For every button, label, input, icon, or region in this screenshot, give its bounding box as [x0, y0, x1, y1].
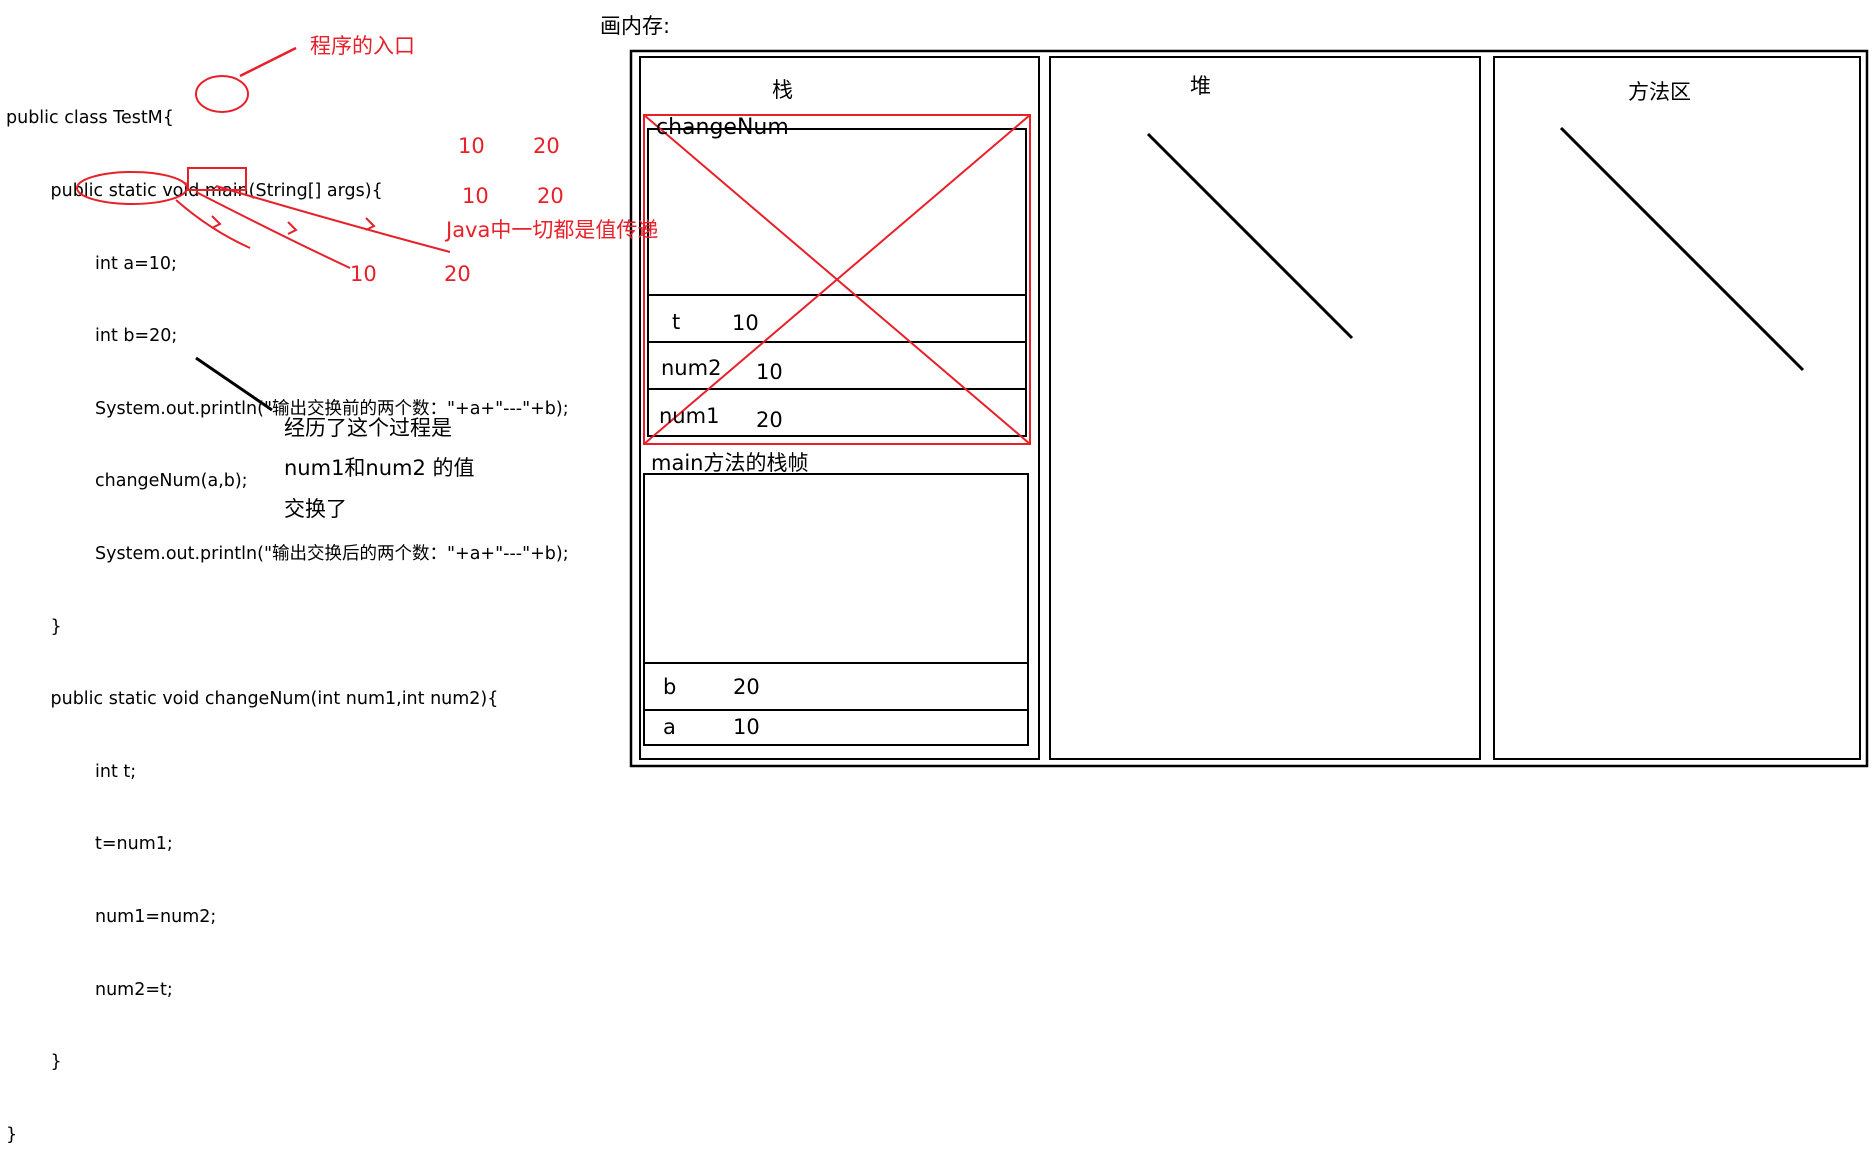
flow-arrow-1 [175, 199, 251, 249]
entry-pointer-line [239, 46, 297, 78]
swap-note-line: 交换了 [284, 497, 347, 521]
code-line: int b=20; [6, 326, 178, 347]
swap-note-line: 经历了这个过程是 [284, 416, 452, 440]
entry-label: 程序的入口 [310, 34, 415, 58]
diagram-canvas [76, 46, 1869, 768]
arrow-tick-3 [365, 217, 376, 231]
variable-name: t [672, 310, 681, 334]
value-label: 20 [444, 262, 471, 286]
code-line: System.out.println("输出交换后的两个数："+a+"---"+… [6, 543, 569, 564]
variable-name: num1 [659, 404, 720, 428]
method-area-region [1493, 56, 1861, 760]
changenum-row-t [647, 294, 1027, 343]
value-pass-label: Java中一切都是值传递 [446, 218, 659, 242]
variable-value: 10 [733, 715, 760, 739]
changenum-frame-box [647, 128, 1027, 296]
code-line: } [6, 1124, 18, 1145]
code-line: num2=t; [6, 979, 173, 1000]
code-line: } [6, 616, 62, 637]
changenum-popped-cross-b [643, 114, 1031, 445]
code-line: System.out.println("输出交换前的两个数："+a+"---"+… [6, 398, 569, 419]
arrow-tick-1 [211, 215, 222, 229]
memory-title: 画内存: [600, 14, 671, 38]
method-area-empty-stroke [1559, 126, 1805, 372]
swap-note-line: num1和num2 的值 [284, 456, 475, 480]
heap-empty-stroke [1146, 132, 1354, 340]
changenum-call-circle [76, 171, 188, 205]
main-frame-label: main方法的栈帧 [651, 451, 809, 475]
code-line: changeNum(a,b); [6, 471, 248, 492]
heap-region [1049, 56, 1481, 760]
value-label: 20 [537, 184, 564, 208]
arrow-tick-2 [287, 221, 298, 235]
method-area-label: 方法区 [1628, 80, 1691, 104]
code-line: t=num1; [6, 834, 173, 855]
code-line: public class TestM{ [6, 108, 174, 129]
flow-arrow-2 [195, 191, 351, 269]
variable-value: 20 [733, 675, 760, 699]
value-label: 10 [458, 134, 485, 158]
memory-outer-frame [629, 49, 1869, 768]
value-label: 10 [350, 262, 377, 286]
variable-value: 20 [756, 408, 783, 432]
heap-label: 堆 [1190, 74, 1211, 98]
main-row-b [643, 662, 1029, 711]
stack-label: 栈 [772, 78, 793, 102]
variable-name: b [663, 675, 677, 699]
changenum-popped-box [643, 114, 1031, 445]
code-line: int a=10; [6, 253, 177, 274]
code-line: } [6, 1052, 62, 1073]
changenum-row-num1 [647, 388, 1027, 437]
variable-name: a [663, 715, 676, 739]
stack-region [639, 56, 1040, 760]
main-entry-circle [195, 75, 249, 113]
swap-note-pointer [195, 356, 273, 412]
main-frame-box [643, 473, 1029, 664]
variable-name: num2 [661, 356, 722, 380]
main-row-a [643, 709, 1029, 746]
args-box [187, 167, 247, 191]
code-line: public static void changeNum(int num1,in… [6, 689, 499, 710]
variable-value: 10 [756, 360, 783, 384]
value-label: 20 [533, 134, 560, 158]
code-line: num1=num2; [6, 906, 217, 927]
variable-value: 10 [732, 311, 759, 335]
value-label: 10 [462, 184, 489, 208]
flow-arrow-3 [215, 185, 451, 253]
changenum-frame-label: changeNum [656, 115, 789, 140]
